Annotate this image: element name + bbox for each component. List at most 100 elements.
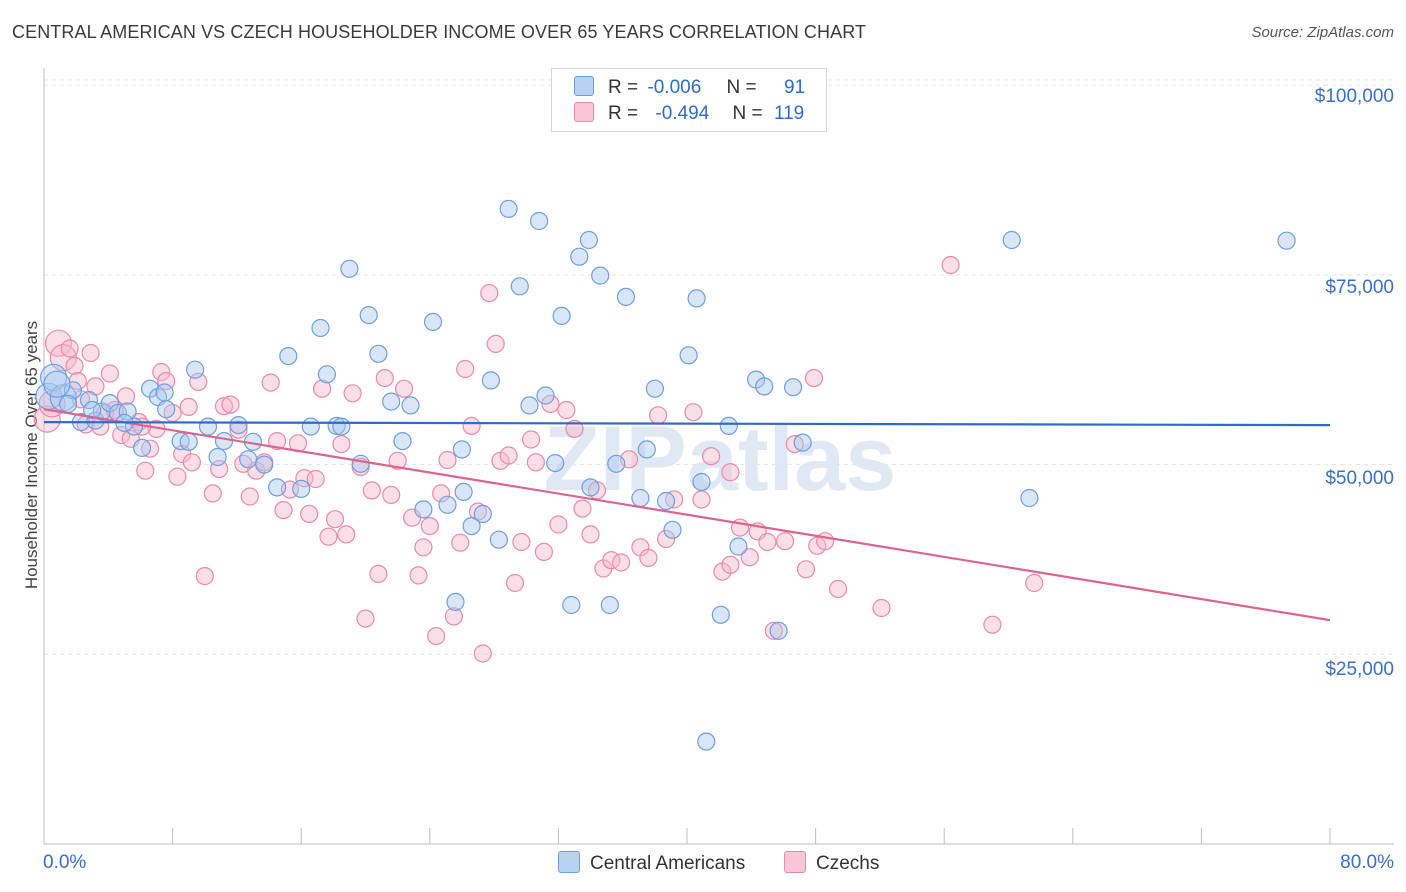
central-americans-point <box>510 277 529 296</box>
central-americans-point <box>43 370 71 398</box>
central-americans-point <box>656 491 676 511</box>
central-americans-point <box>179 432 198 451</box>
y-tick-100000: $100,000 <box>1314 86 1394 107</box>
central-americans-point <box>118 402 137 421</box>
central-americans-point <box>214 432 234 451</box>
czechs-point <box>581 525 600 544</box>
legend-n-value-2: 119 <box>773 103 805 124</box>
czechs-point <box>444 607 463 626</box>
czechs-point <box>611 553 631 572</box>
central-americans-point <box>359 306 378 325</box>
czechs-point <box>343 384 362 403</box>
czechs-point <box>872 598 891 618</box>
central-americans-point <box>520 396 539 415</box>
central-americans-point <box>1002 230 1021 250</box>
central-americans-point <box>473 504 492 524</box>
central-americans-point <box>327 416 346 435</box>
czechs-point <box>473 644 492 663</box>
central-americans-point <box>414 500 433 519</box>
czechs-point <box>414 538 433 557</box>
y-tick-75000: $75,000 <box>1325 277 1394 298</box>
czechs-point <box>382 485 401 504</box>
axes <box>43 68 1394 845</box>
czechs-point <box>557 400 576 420</box>
czechs-point <box>306 469 325 489</box>
central-americans-point <box>438 495 457 514</box>
central-americans-point <box>607 454 626 473</box>
central-americans-point <box>393 432 412 451</box>
czechs-point <box>300 504 319 524</box>
central-americans-point <box>63 381 83 400</box>
central-americans-point <box>600 595 619 615</box>
central-americans-point <box>454 482 473 501</box>
central-americans-point <box>529 211 549 231</box>
czechs-point <box>313 379 332 398</box>
y-tick-50000: $50,000 <box>1325 468 1394 489</box>
central-americans-point <box>279 347 298 366</box>
central-americans-point <box>679 346 698 365</box>
bottom-legend-central-americans: Central Americans <box>558 851 745 875</box>
legend-r-label-2: R = <box>608 103 639 124</box>
central-americans-point <box>332 417 351 436</box>
central-americans-point <box>711 605 730 624</box>
czechs-point <box>33 405 61 433</box>
czechs-point <box>268 432 287 451</box>
czechs-point <box>388 451 407 470</box>
czechs-point <box>375 369 394 388</box>
bottom-legend-czechs: Czechs <box>784 851 879 875</box>
central-americans-point <box>133 438 152 457</box>
czechs-point <box>534 542 554 562</box>
central-americans-point <box>581 478 600 497</box>
central-americans-point <box>536 386 555 405</box>
czechs-point <box>828 579 848 599</box>
central-americans-point <box>570 247 589 266</box>
central-americans-trend-line <box>43 420 1331 427</box>
legend-n-label-1: N = <box>726 77 757 98</box>
czechs-point <box>505 573 525 593</box>
legend: R = -0.006 N = 91 R = -0.494 N = 119 <box>551 68 827 132</box>
czechs-point <box>195 566 214 586</box>
central-americans-point <box>637 440 656 459</box>
central-americans-point <box>462 516 481 536</box>
czechs-point <box>573 499 592 518</box>
central-americans-point <box>663 520 682 539</box>
czechs-point <box>549 515 568 534</box>
czechs-point <box>409 566 428 585</box>
czechs-point <box>240 487 259 506</box>
legend-r-label-1: R = <box>608 77 639 98</box>
central-americans-point <box>39 363 68 391</box>
czechs-point <box>480 284 499 303</box>
czechs-point <box>332 435 351 454</box>
czechs-point <box>656 529 676 549</box>
y-tick-25000: $25,000 <box>1325 659 1394 680</box>
x-tick-min: 0.0% <box>43 852 87 873</box>
central-americans-point <box>729 537 748 556</box>
czechs-point <box>100 364 120 383</box>
czechs-point <box>775 532 795 551</box>
central-americans-point <box>692 472 711 492</box>
central-americans-point <box>631 488 650 508</box>
czechs-point <box>804 369 824 388</box>
czechs-point <box>116 387 136 406</box>
czechs-point <box>565 419 584 438</box>
trend-lines <box>43 408 1331 622</box>
central-americans-point <box>562 595 581 615</box>
czechs-point <box>451 533 470 552</box>
legend-r-value-1: -0.006 <box>647 77 702 98</box>
czechs-point <box>721 463 740 482</box>
czechs-point <box>168 467 187 486</box>
central-americans-point <box>616 287 636 306</box>
central-americans-point <box>546 454 565 473</box>
czechs-point <box>337 525 356 544</box>
blue-swatch-bottom <box>558 851 580 873</box>
legend-n-label-2: N = <box>732 103 763 124</box>
central-americans-point <box>155 383 174 402</box>
czechs-point <box>319 527 338 546</box>
bottom-legend-label-1: Central Americans <box>590 853 746 874</box>
central-americans-point <box>340 259 359 278</box>
central-americans-point <box>208 447 227 467</box>
central-americans-point <box>552 306 571 325</box>
chart-title: CENTRAL AMERICAN VS CZECH HOUSEHOLDER IN… <box>12 22 867 42</box>
central-americans-point <box>579 230 599 250</box>
central-americans-point <box>255 455 274 474</box>
